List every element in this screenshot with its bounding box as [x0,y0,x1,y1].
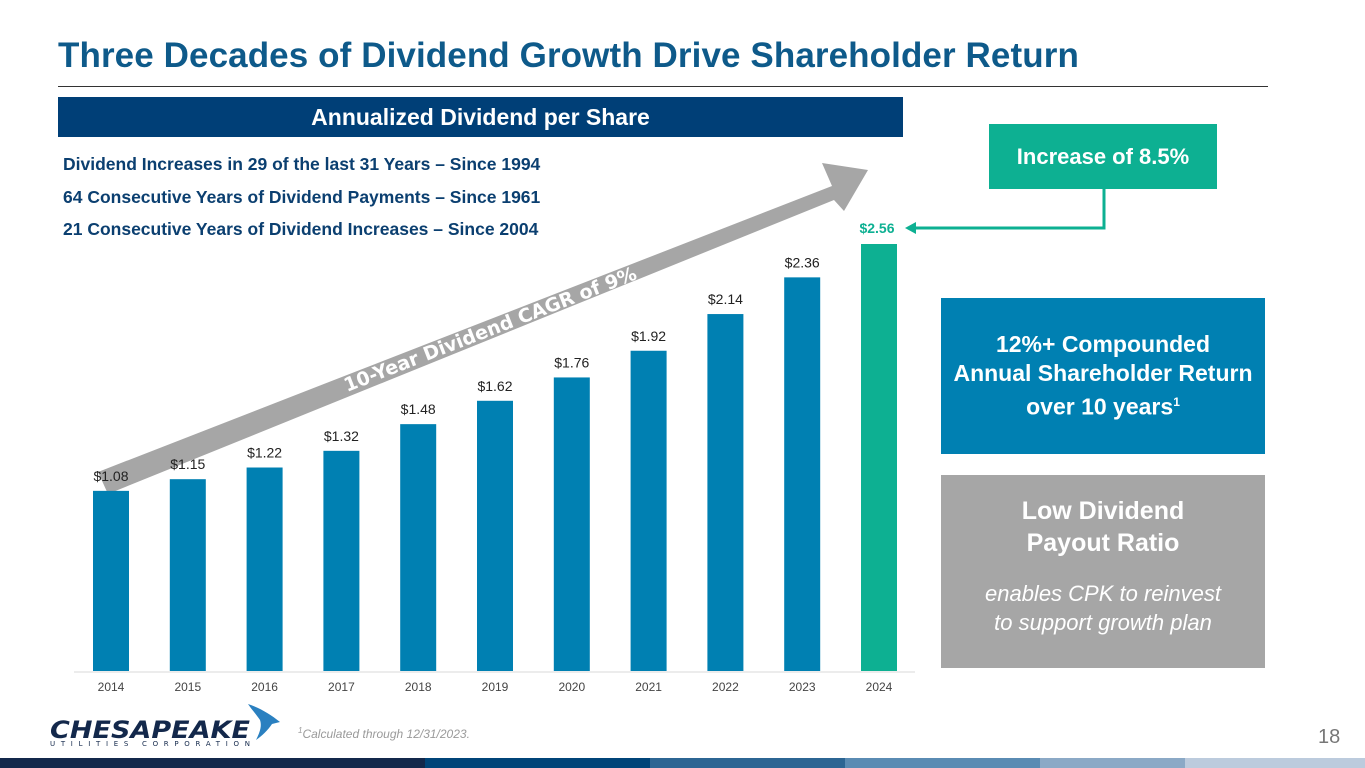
value-label-2022: $2.14 [708,291,743,307]
value-label-2019: $1.62 [477,378,512,394]
x-tick-2014: 2014 [98,680,125,694]
value-label-2018: $1.48 [401,401,436,417]
bar-2021 [630,350,667,671]
increase-connector [905,189,1106,234]
page-number: 18 [1318,726,1341,748]
fact-consecutive-increases: 21 Consecutive Years of Dividend Increas… [63,219,539,239]
value-label-2017: $1.32 [324,428,359,444]
chesapeake-logo: CHESAPEAKE UTILITIES CORPORATION [50,704,280,748]
footnote-superscript: 1 [298,726,303,735]
x-tick-2015: 2015 [174,680,201,694]
footnote-text: Calculated through 12/31/2023. [302,727,470,741]
footnote-mark: 1 [1173,395,1180,410]
payout-sub-line-1: enables CPK to reinvest [984,581,1222,606]
footer-segment [650,758,845,768]
footer-segment [0,758,425,768]
return-line-3: over 10 years1 [941,388,1265,422]
bar-2016 [246,467,283,671]
value-label-2024: $2.56 [859,220,894,236]
payout-title-line-2: Payout Ratio [1026,529,1180,557]
bar-2015 [169,479,206,671]
x-tick-2017: 2017 [328,680,355,694]
x-tick-2021: 2021 [635,680,662,694]
payout-ratio-callout: Low Dividend Payout Ratio enables CPK to… [941,475,1265,668]
bar-2023 [784,277,821,671]
return-line-1: 12%+ Compounded [995,331,1211,358]
shareholder-return-callout: 12%+ Compounded Annual Shareholder Retur… [941,298,1265,454]
payout-title: Low Dividend Payout Ratio [941,495,1265,559]
footer-color-bar [0,758,1365,768]
bar-2017 [323,450,360,671]
connector-arrowhead-icon [905,222,916,234]
payout-subtitle: enables CPK to reinvest to support growt… [941,579,1265,637]
return-line-2: Annual Shareholder Return [953,360,1253,387]
x-tick-2022: 2022 [712,680,739,694]
slide-title: Three Decades of Dividend Growth Drive S… [58,36,1079,75]
footer-segment [1185,758,1365,768]
cagr-arrow-shape [98,163,868,494]
increase-callout: Increase of 8.5% [989,124,1217,189]
value-labels-group: $1.08 $1.15 $1.22 $1.32 $1.48 $1.62 $1.76 $1.92… [93,220,894,484]
bar-2019 [477,400,513,671]
footer-segment [425,758,650,768]
cagr-label: 10-Year Dividend CAGR of 9% [341,263,640,397]
bird-icon [248,704,280,740]
value-label-2023: $2.36 [785,254,820,270]
footnote: 1Calculated through 12/31/2023. [298,726,470,741]
x-tick-2020: 2020 [558,680,585,694]
x-tick-labels-group: 2014 2015 2016 2017 2018 2019 2020 2021 2022 2023… [98,680,893,694]
bar-2024 [861,244,897,671]
bar-2022 [707,314,744,671]
logo-wordmark: CHESAPEAKE [50,716,251,744]
fact-dividend-increases: Dividend Increases in 29 of the last 31 … [63,154,541,174]
x-tick-2019: 2019 [482,680,509,694]
value-label-2015: $1.15 [170,456,205,472]
chart-header: Annualized Dividend per Share [58,97,903,137]
x-tick-2016: 2016 [251,680,278,694]
title-divider [58,86,1268,87]
bars-group [93,244,897,671]
x-tick-2023: 2023 [789,680,816,694]
value-label-2016: $1.22 [247,445,282,461]
value-label-2014: $1.08 [93,468,128,484]
value-label-2020: $1.76 [554,354,589,370]
footer-segment [845,758,1040,768]
bar-2020 [553,377,590,671]
x-tick-2018: 2018 [405,680,432,694]
bar-2014 [93,490,129,671]
fact-consecutive-payments: 64 Consecutive Years of Dividend Payment… [63,187,541,207]
payout-title-line-1: Low Dividend [1021,497,1185,525]
return-line-3-text: over 10 years [1026,393,1174,420]
x-tick-2024: 2024 [866,680,893,694]
value-label-2021: $1.92 [631,328,666,344]
bar-2018 [400,424,437,671]
footer-segment [1040,758,1185,768]
payout-sub-line-2: to support growth plan [994,610,1212,635]
